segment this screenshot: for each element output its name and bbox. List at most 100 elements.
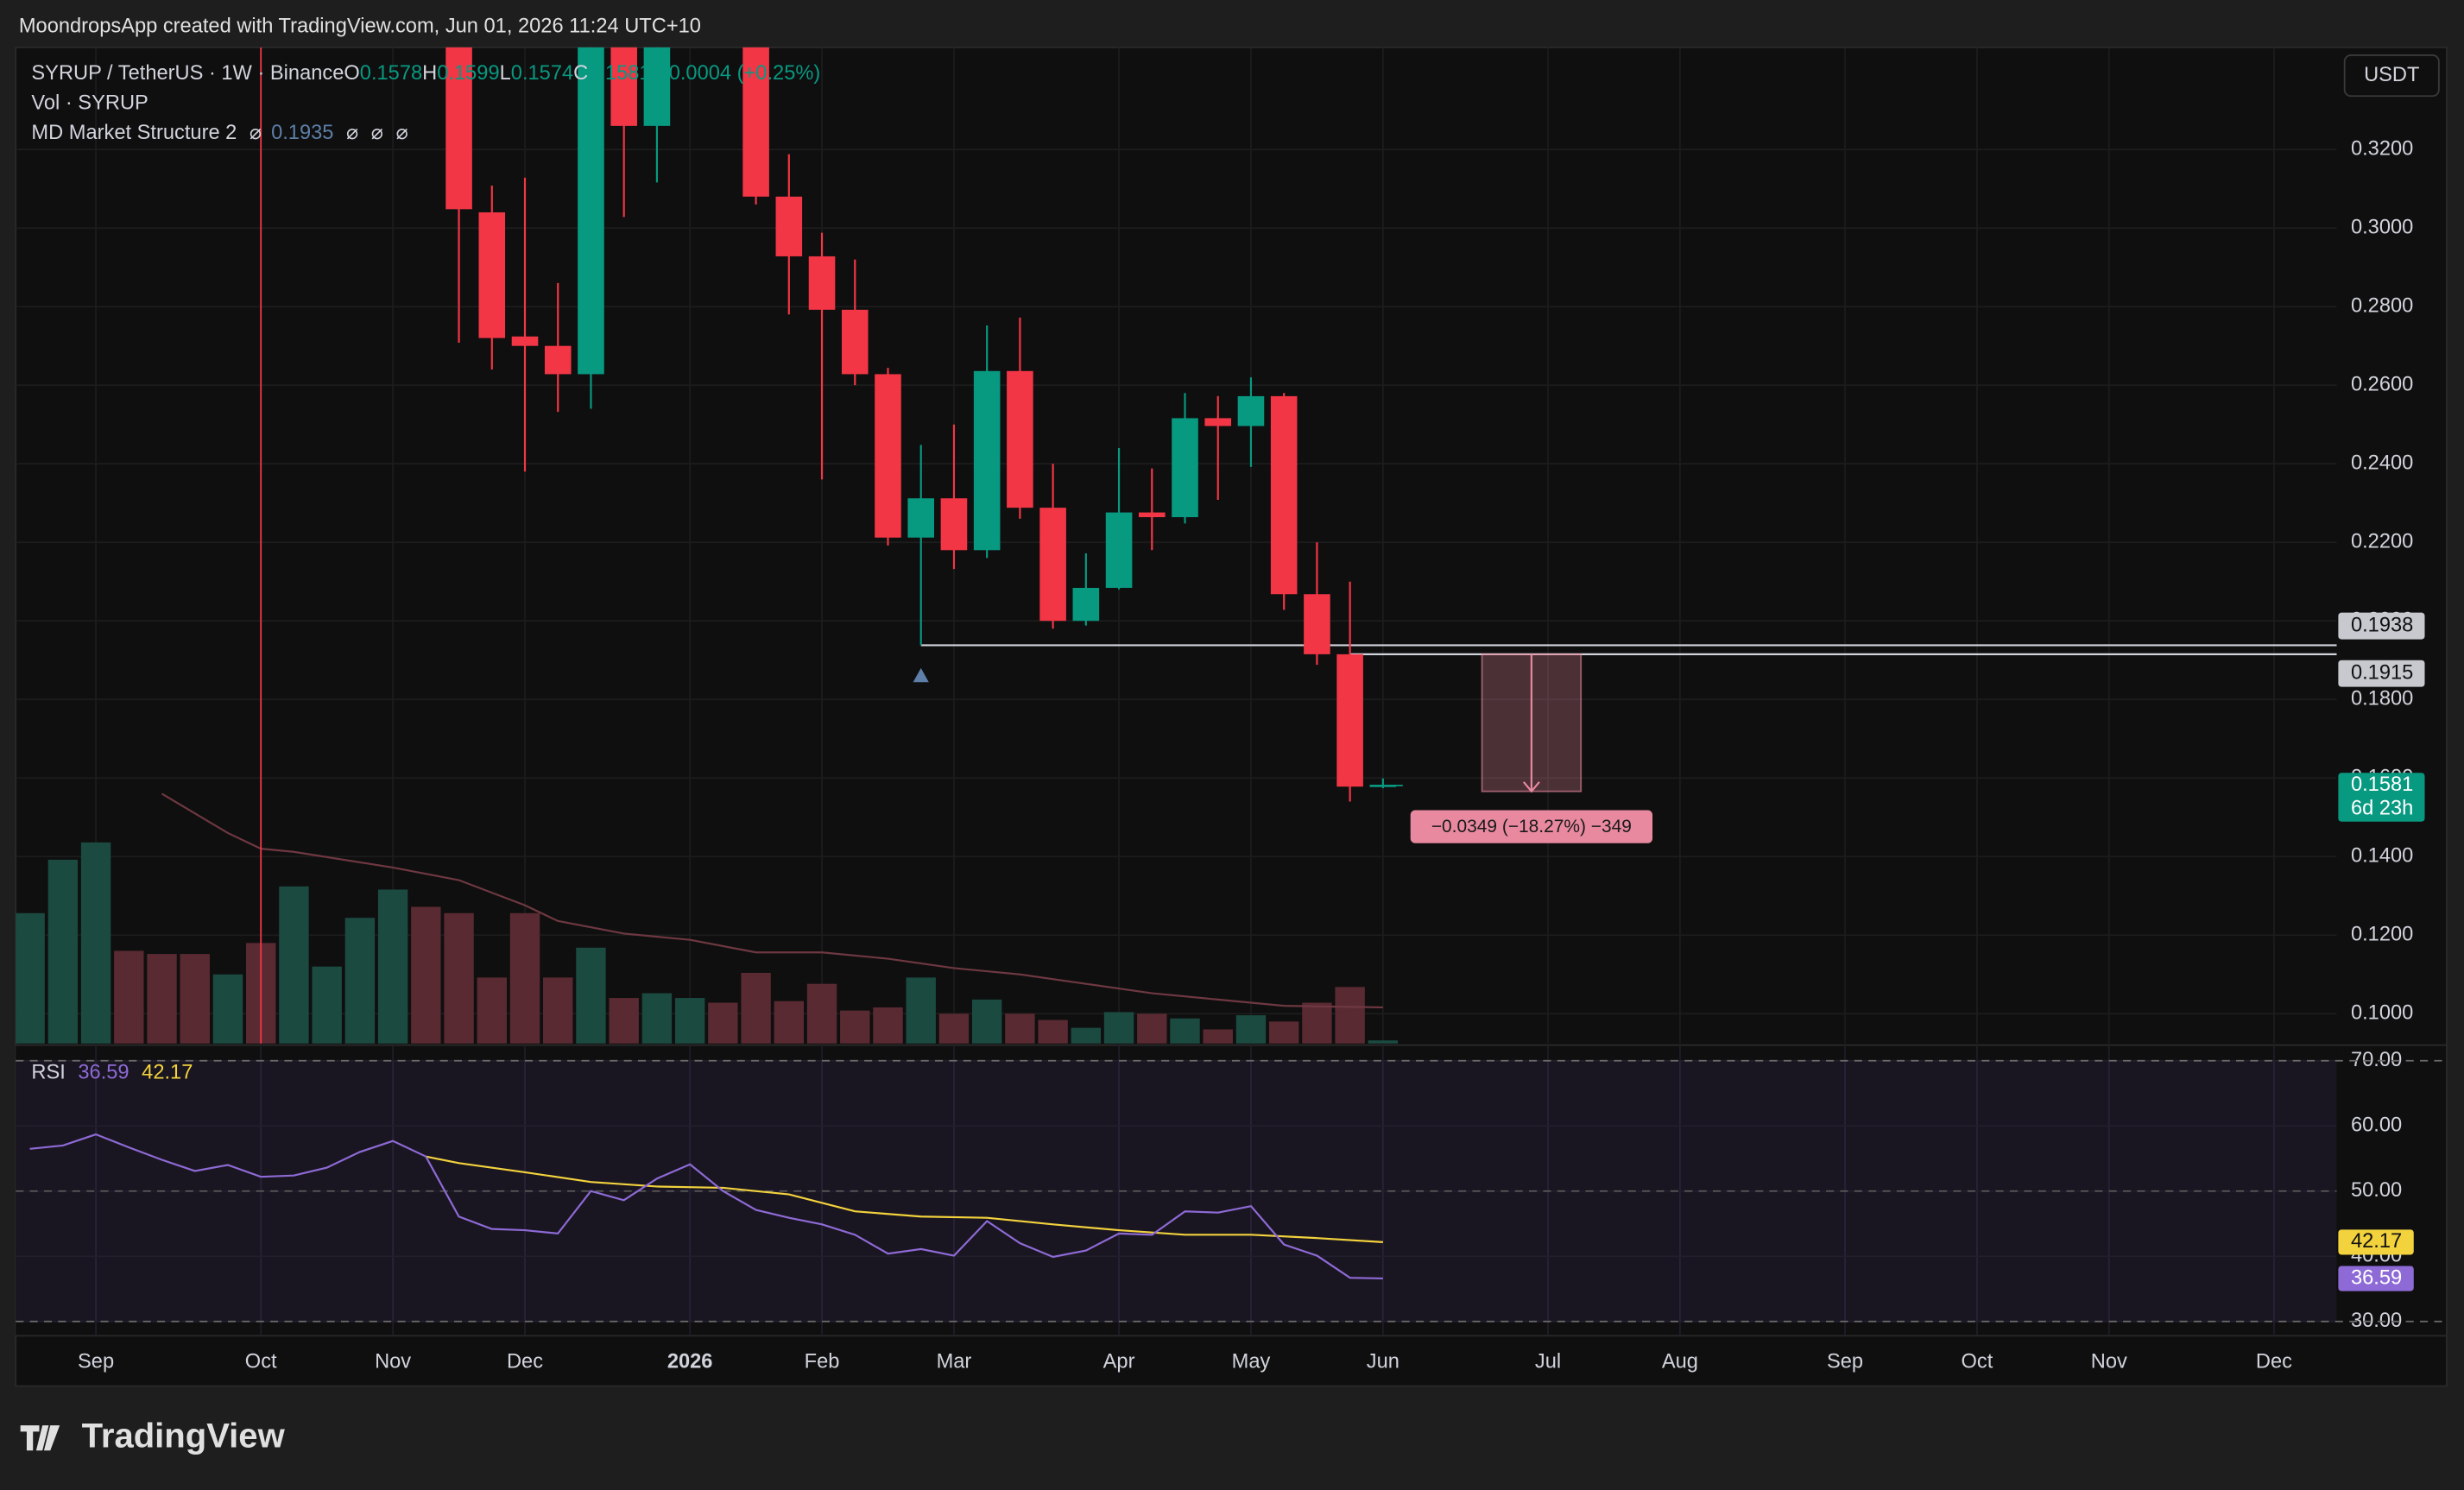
volume-bar (906, 977, 936, 1044)
rsi-tick-label: 50.00 (2351, 1179, 2402, 1202)
rsi-ma-value: 42.17 (142, 1062, 193, 1084)
candle-body (445, 47, 472, 210)
indicator-legend: MD Market Structure 2 ⌀ 0.1935 ⌀ ⌀ ⌀ (31, 122, 408, 144)
level-tag-label: 0.1938 (2351, 614, 2413, 636)
x-tick-label: Oct (245, 1351, 277, 1373)
rsi-name: RSI (31, 1062, 65, 1084)
y-tick-label: 0.1200 (2351, 923, 2413, 945)
candle-body (1105, 512, 1133, 588)
volume-bar (806, 983, 837, 1044)
rsi-tick-label: 60.00 (2351, 1114, 2402, 1137)
currency-label[interactable]: USDT (2364, 64, 2419, 86)
volume-bar (16, 912, 45, 1044)
x-tick-label: Apr (1103, 1351, 1135, 1373)
level-tag-label: 0.1915 (2351, 661, 2413, 684)
candle-body (578, 47, 604, 375)
legend-symbol-line: SYRUP / TetherUS · 1W · BinanceO0.1578H0… (31, 62, 820, 85)
volume-bar (411, 906, 441, 1044)
volume-ma-line (161, 792, 1383, 1009)
x-tick-label: Oct (1962, 1351, 1993, 1373)
candle-body (775, 196, 803, 256)
volume-bar (840, 1010, 870, 1044)
candle-body (1204, 418, 1232, 426)
indicator-icon: ⌀ (396, 122, 408, 144)
volume-bar (1071, 1027, 1102, 1044)
x-tick-label: Jun (1367, 1351, 1399, 1373)
volume-bar (47, 859, 79, 1044)
y-tick-label: 0.2400 (2351, 451, 2413, 474)
volume-bar (1038, 1020, 1068, 1044)
volume-bar (1268, 1021, 1299, 1044)
candle-body (544, 345, 572, 375)
legend-value: 0.1574 (511, 62, 573, 85)
volume-bar (1235, 1015, 1267, 1044)
rsi-plot (16, 1045, 2337, 1336)
volume-bar (938, 1013, 970, 1044)
x-tick-label: Mar (937, 1351, 972, 1373)
volume-bar (147, 954, 177, 1044)
x-tick-label: Nov (2091, 1351, 2127, 1373)
measure-label: −0.0349 (−18.27%) −349 (1431, 817, 1632, 837)
indicator-icon: ⌀ (250, 122, 262, 144)
rsi-ma-tag-label: 42.17 (2351, 1230, 2402, 1253)
volume-bar (1368, 1040, 1399, 1044)
volume-bar (741, 972, 771, 1044)
legend-key: O (344, 62, 359, 85)
rsi-value: 36.59 (78, 1062, 129, 1084)
legend-change: +0.0004 (+0.25%) (657, 62, 820, 85)
candle-body (1336, 653, 1363, 787)
y-tick-label: 0.3200 (2351, 137, 2413, 160)
volume-bar (774, 1001, 805, 1044)
candle-body (478, 212, 506, 338)
volume-bar (576, 947, 606, 1044)
candle-body (1237, 395, 1265, 426)
legend-key: H (422, 62, 437, 85)
y-tick-label: 0.2800 (2351, 294, 2413, 317)
measure-label-bg (1410, 810, 1653, 843)
x-tick-label: Aug (1662, 1351, 1698, 1373)
volume-bar (609, 998, 639, 1044)
candle-body (940, 498, 968, 551)
volume-bar (873, 1007, 903, 1044)
legend-symbol: SYRUP / TetherUS · 1W · Binance (31, 62, 344, 85)
indicator-name: MD Market Structure 2 (31, 122, 237, 144)
candle-body (875, 374, 901, 538)
x-tick-label: Dec (2256, 1351, 2292, 1373)
watermark: MoondropsApp created with TradingView.co… (19, 15, 701, 37)
volume-bar (344, 918, 376, 1044)
candle-body (907, 498, 935, 538)
candle-body (1039, 508, 1066, 622)
overlay: Sep Oct Nov Dec 2026 Feb Mar Apr May Jun Jul Aug Sep… (16, 62, 2447, 1373)
level-tag (2338, 612, 2425, 640)
volume-bar (543, 977, 573, 1044)
indicator-value: 0.1935 (271, 122, 333, 144)
y-tick-label: 0.1400 (2351, 844, 2413, 867)
volume-bar (1005, 1013, 1035, 1044)
volume-bar (477, 977, 507, 1044)
candle-body (973, 370, 1001, 551)
level-tag (2338, 660, 2425, 687)
volume-bar (444, 912, 474, 1044)
volume-bar (971, 999, 1002, 1044)
rsi-tag (2338, 1266, 2414, 1291)
candle-body (511, 336, 539, 346)
rsi-ma-line (426, 1155, 1383, 1243)
measure-arrowhead (1522, 781, 1540, 793)
x-tick-label: Jul (1535, 1351, 1561, 1373)
brand-logo: TradingView (20, 1417, 286, 1455)
candle-body (1138, 512, 1166, 518)
currency-button[interactable] (2343, 54, 2440, 98)
y-tick-label: 0.2600 (2351, 373, 2413, 395)
legend-value: 0.1599 (437, 62, 499, 85)
indicator-icon: ⌀ (346, 122, 358, 144)
indicator-icon: ⌀ (371, 122, 383, 144)
volume-bar (312, 966, 342, 1044)
volume-bar (80, 842, 111, 1044)
y-tick-label: 0.3000 (2351, 216, 2413, 238)
candle-body (1369, 785, 1397, 787)
logo-icon (20, 1425, 60, 1451)
candle-body (1007, 370, 1033, 508)
volume-bar (279, 886, 309, 1044)
x-tick-label: 2026 (667, 1351, 713, 1373)
